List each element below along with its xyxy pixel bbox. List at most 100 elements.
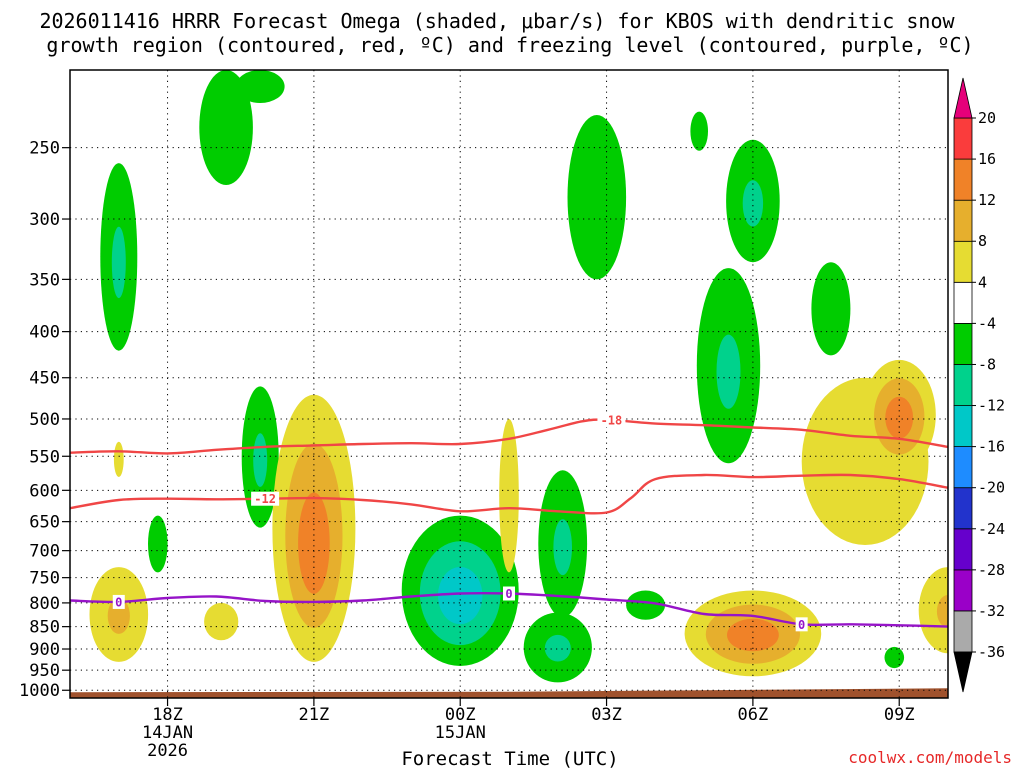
y-tick-label-750: 750	[29, 569, 60, 589]
colorbar-bin-9	[953, 240, 973, 283]
x-tick-label-21Z: 21Z	[299, 705, 330, 725]
colorbar-label-11: 12	[978, 191, 996, 209]
y-tick-label-250: 250	[29, 139, 60, 159]
y-tick-label-500: 500	[29, 410, 60, 430]
terrain-layer	[70, 688, 948, 698]
y-tick-label-550: 550	[29, 447, 60, 467]
colorbar-bin-5	[953, 405, 973, 447]
freezing-level-label-2: 0	[798, 618, 805, 632]
x-tick-date-18Z: 14JAN	[142, 723, 193, 743]
freezing-level-label-0: 0	[115, 595, 122, 609]
y-tick-label-400: 400	[29, 323, 60, 343]
omega-blob-23-level-0	[918, 567, 948, 654]
omega-blob-22-level-0	[884, 646, 905, 669]
colorbar-label-1: -32	[978, 602, 1005, 620]
dgz-minus18-line	[70, 418, 948, 455]
omega-shading	[89, 70, 948, 683]
y-tick-label-700: 700	[29, 542, 60, 562]
colorbar-label-7: -8	[978, 355, 996, 373]
colorbar-bin-4	[953, 446, 973, 489]
omega-blob-1-level-0	[199, 70, 253, 185]
x-tick-label-03Z: 03Z	[591, 705, 622, 725]
freezing-level-label-bg-0	[112, 594, 125, 609]
colorbar-label-10: 8	[978, 232, 987, 250]
chart-title-line2: growth region (contoured, red, ºC) and f…	[46, 33, 973, 57]
plot-frame	[69, 69, 949, 699]
freezing-level-label-bg-1	[503, 586, 515, 601]
colorbar: -36 -32 -28 -24 -20 -16 -12 -8 -4 4 8 12 16 20	[953, 77, 1005, 693]
omega-blob-15-level-0	[690, 111, 708, 151]
terrain-fill	[70, 688, 948, 698]
y-tick-label-650: 650	[29, 513, 60, 533]
axis-ticks: 2503003504004505005506006507007508008509…	[19, 139, 915, 761]
colorbar-bin-12	[953, 117, 973, 160]
y-tick-label-350: 350	[29, 270, 60, 290]
x-tick-label-06Z: 06Z	[738, 705, 769, 725]
y-tick-label-800: 800	[29, 594, 60, 614]
y-tick-label-300: 300	[29, 210, 60, 230]
colorbar-label-9: 4	[978, 273, 987, 291]
omega-blob-2-level-0	[235, 70, 285, 103]
y-tick-label-450: 450	[29, 369, 60, 389]
omega-blob-17-level-1	[742, 180, 764, 227]
colorbar-upper-arrow	[953, 77, 973, 119]
x-tick-label-00Z: 00Z	[445, 705, 476, 725]
omega-blob-12-level-1	[544, 634, 571, 662]
x-tick-year-18Z: 2026	[147, 741, 188, 761]
colorbar-label-2: -28	[978, 561, 1005, 579]
omega-blob-9-level-2	[438, 567, 483, 625]
colorbar-bin-6	[953, 364, 973, 406]
freezing-level-label-1: 0	[505, 587, 512, 601]
omega-blob-10-level-0	[499, 419, 519, 573]
x-tick-label-18Z: 18Z	[152, 705, 183, 725]
colorbar-bin-1	[953, 569, 973, 612]
omega-blob-14-level-0	[626, 590, 666, 620]
omega-blob-6-level-0	[204, 602, 239, 641]
colorbar-bin-7	[953, 322, 973, 365]
omega-blob-0-level-1	[111, 226, 126, 299]
omega-blob-3-level-0	[113, 441, 124, 477]
colorbar-bin-10	[953, 199, 973, 242]
colorbar-bin-2	[953, 528, 973, 571]
x-tick-date-00Z: 15JAN	[435, 723, 486, 743]
freezing-level-label-bg-2	[795, 617, 808, 632]
colorbar-lower-arrow	[953, 651, 973, 693]
colorbar-label-4: -20	[978, 479, 1005, 497]
dgz-minus18-label-bg-0	[597, 413, 626, 428]
colorbar-bin-11	[953, 158, 973, 201]
omega-blob-7-level-1	[253, 433, 268, 487]
omega-blob-18-level-2	[727, 618, 779, 652]
colorbar-label-5: -16	[978, 438, 1005, 456]
omega-blob-19-level-0	[811, 262, 851, 356]
omega-blob-5-level-0	[148, 515, 168, 573]
omega-blob-16-level-1	[716, 334, 741, 409]
dgz-minus12-line	[70, 473, 948, 515]
omega-blob-8-level-2	[298, 492, 330, 594]
colorbar-label-6: -12	[978, 397, 1005, 415]
grid-lines	[70, 70, 948, 698]
omega-blob-11-level-1	[553, 519, 572, 576]
y-tick-label-1000: 1000	[19, 681, 60, 701]
colorbar-bin-8	[953, 281, 973, 324]
colorbar-label-13: 20	[978, 109, 996, 127]
chart-title-line1: 2026011416 HRRR Forecast Omega (shaded, …	[39, 9, 955, 33]
dgz-minus18-label-0: -18	[601, 414, 623, 428]
y-tick-label-850: 850	[29, 618, 60, 638]
colorbar-label-12: 16	[978, 150, 996, 168]
y-tick-label-600: 600	[29, 481, 60, 501]
colorbar-bin-3	[953, 487, 973, 530]
dgz-minus12-label-0: -12	[254, 492, 276, 506]
contour-layer: -18 -12 0 0 0	[70, 413, 948, 632]
x-tick-label-09Z: 09Z	[884, 705, 915, 725]
dgz-minus12-label-bg-0	[251, 491, 280, 506]
credit-link[interactable]: coolwx.com/models	[848, 748, 1012, 767]
colorbar-label-8: -4	[978, 314, 996, 332]
omega-blob-13-level-0	[567, 115, 627, 280]
colorbar-label-0: -36	[978, 643, 1005, 661]
y-tick-label-900: 900	[29, 640, 60, 660]
x-axis-label: Forecast Time (UTC)	[401, 748, 618, 768]
colorbar-label-3: -24	[978, 520, 1005, 538]
y-tick-label-950: 950	[29, 661, 60, 681]
omega-blob-21-level-2	[885, 396, 914, 439]
